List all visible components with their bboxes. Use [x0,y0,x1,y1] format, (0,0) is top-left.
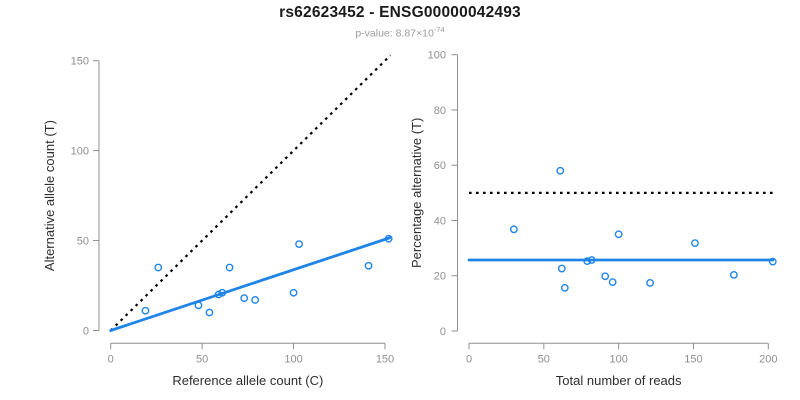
pvalue-exponent: -74 [433,25,445,34]
x-axis-title: Reference allele count (C) [172,373,323,388]
x-axis-tick-label: 100 [609,353,627,365]
y-axis-title: Percentage alternative (T) [409,118,424,268]
y-axis-tick-label: 40 [434,215,446,227]
data-point [205,308,214,317]
identity-line [109,54,392,332]
data-point [154,263,163,272]
y-axis-title: Alternative allele count (T) [42,120,57,271]
data-point [646,279,654,287]
x-axis-tick-label: 50 [196,353,208,365]
data-point [729,271,738,279]
x-axis-tick-label: 0 [466,353,472,365]
data-point [225,263,234,272]
data-point [194,301,203,310]
data-point [557,264,566,273]
x-axis-tick-label: 0 [108,353,114,365]
data-point [556,166,565,175]
data-point [614,230,623,239]
x-axis-title: Total number of reads [556,373,682,388]
y-axis-tick-label: 60 [434,160,446,172]
y-axis-tick-label: 0 [83,326,89,338]
figure-subtitle: p-value: 8.87×10-74 [0,25,800,40]
data-point [364,261,373,270]
allele-counts-scatter: 0 50 100 150 0 50 100 150 Reference allele count… [42,54,394,388]
figure-header: rs62623452 - ENSG00000042493 p-value: 8.… [0,0,800,40]
data-point [768,257,777,266]
data-point [240,294,249,303]
data-point [608,278,617,286]
x-axis-tick-label: 200 [759,353,777,365]
y-axis-tick-label: 50 [77,236,89,248]
data-point [218,288,227,297]
data-point [384,234,393,243]
data-point [295,240,303,249]
x-axis-tick-label: 50 [538,353,550,365]
x-axis-tick-label: 100 [284,353,302,365]
pvalue-text: p-value: 8.87×10 [355,27,434,40]
data-point [583,257,592,265]
y-axis-tick-label: 100 [71,146,89,158]
y-axis-tick-label: 100 [428,50,446,62]
data-point [601,272,610,281]
y-axis-tick-label: 0 [440,326,446,338]
data-point [509,225,518,234]
data-point [691,239,699,248]
data-point [251,296,260,304]
data-point [214,290,223,299]
data-point [560,283,569,292]
x-axis-tick-label: 150 [376,353,394,365]
y-axis-tick-label: 80 [434,105,446,117]
regression-line [109,236,391,332]
percentage-vs-coverage-scatter: 0 20 40 60 80 100 0 50 100 150 200 Total number of … [409,50,777,388]
x-axis-tick-label: 150 [684,353,702,365]
y-axis-tick-label: 150 [71,56,89,68]
figure-title: rs62623452 - ENSG00000042493 [279,4,521,21]
y-axis-tick-label: 20 [434,271,446,283]
data-point [289,288,298,297]
data-point [141,306,150,315]
data-point [587,256,596,264]
